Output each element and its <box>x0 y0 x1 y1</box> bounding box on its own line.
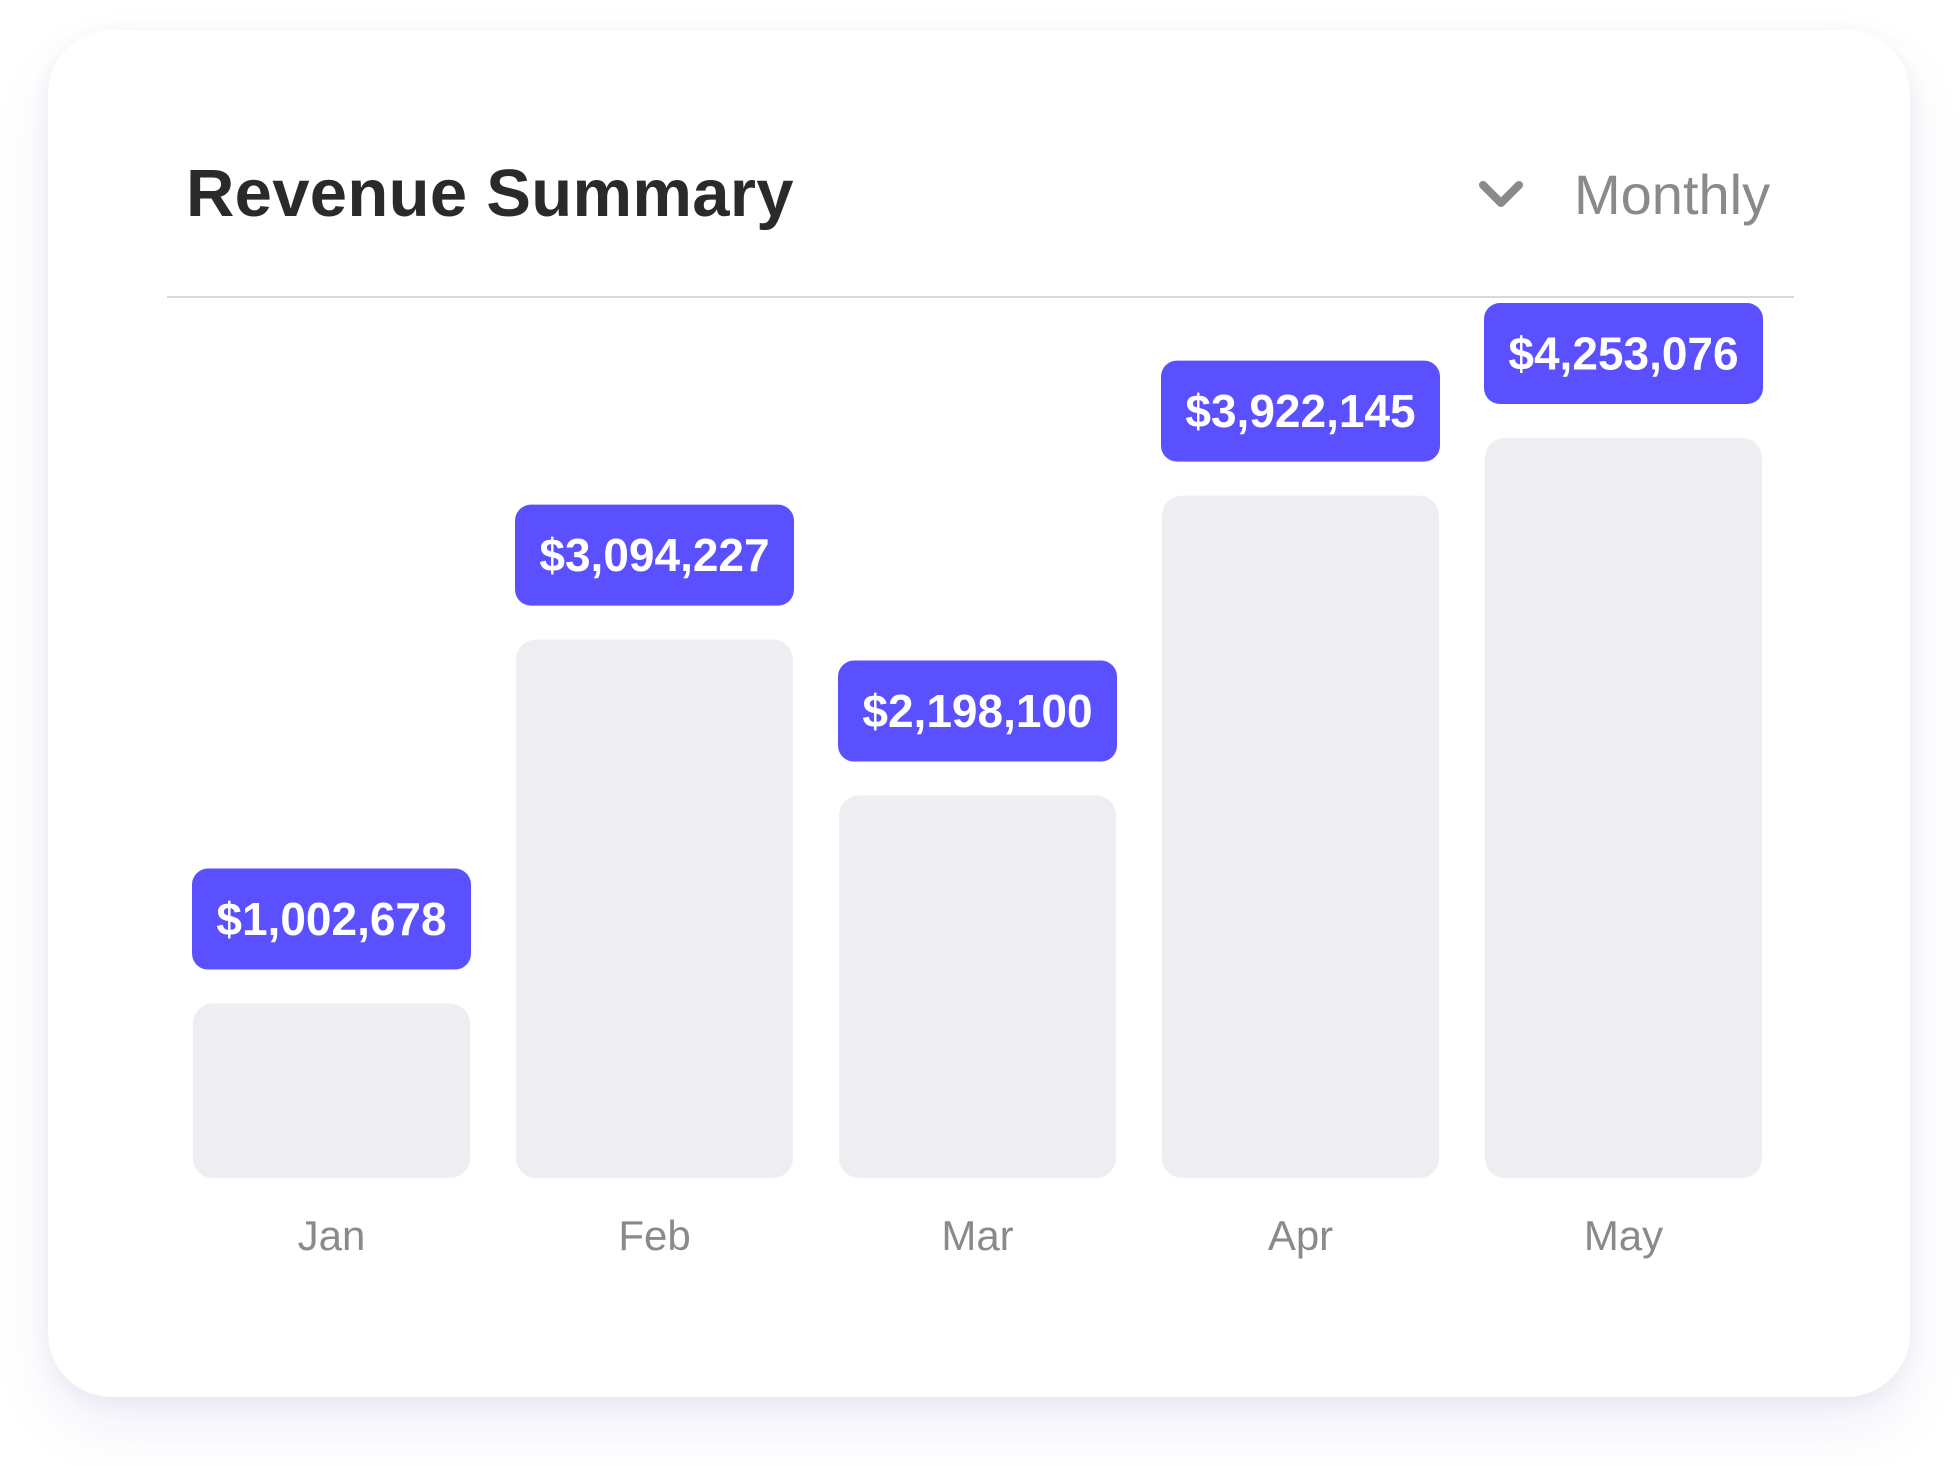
x-tick-label: Apr <box>1268 1212 1333 1259</box>
x-tick-label: Feb <box>618 1212 690 1259</box>
bar-may <box>1485 438 1762 1178</box>
bar-apr <box>1162 495 1439 1179</box>
value-label-badge <box>1484 303 1763 404</box>
x-tick-label: Jan <box>298 1212 366 1259</box>
x-tick-label: Mar <box>941 1212 1013 1259</box>
value-label-badge <box>192 868 471 970</box>
data-label: $4,253,076 <box>1508 328 1738 380</box>
x-tick-label: May <box>1584 1212 1663 1259</box>
value-label-badge <box>1161 360 1440 462</box>
bar-jan <box>193 1003 470 1178</box>
header-divider <box>167 296 1794 298</box>
bar-mar <box>839 795 1116 1178</box>
data-label: $3,094,227 <box>539 529 769 581</box>
bar-feb <box>516 639 793 1178</box>
data-label: $3,922,145 <box>1185 385 1415 437</box>
data-label: $1,002,678 <box>216 893 446 945</box>
value-label-badge <box>515 504 794 606</box>
chevron-down-icon <box>1479 181 1523 207</box>
data-label: $2,198,100 <box>862 685 1092 737</box>
period-dropdown[interactable]: Monthly <box>1478 160 1770 230</box>
period-dropdown-label: Monthly <box>1574 163 1771 226</box>
card-title: Revenue Summary <box>186 156 794 231</box>
value-label-badge <box>838 660 1117 762</box>
